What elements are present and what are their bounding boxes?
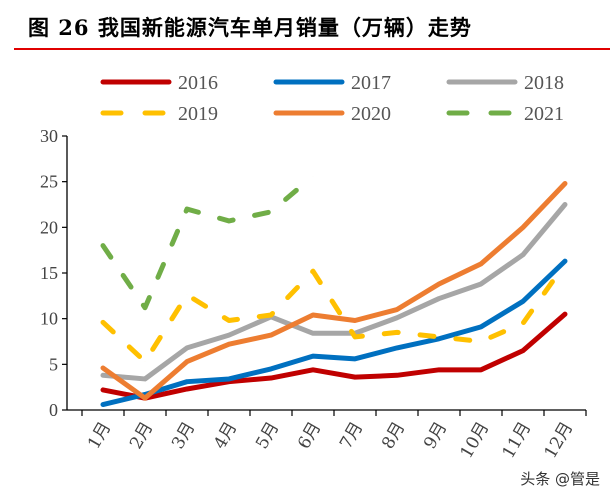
legend-label-2021: 2021	[524, 103, 564, 125]
x-tick-label: 3月	[168, 419, 199, 453]
x-tick-label: 6月	[294, 419, 325, 453]
series-line-2017	[100, 258, 568, 408]
x-tick-label: 8月	[378, 419, 409, 453]
chart-title: 图 26 我国新能源汽车单月销量（万辆）走势	[28, 15, 472, 40]
y-tick-label: 30	[40, 126, 58, 146]
series-line-2019	[100, 261, 568, 365]
title-divider	[14, 48, 610, 50]
x-tick-label: 11月	[499, 419, 536, 462]
x-tick-label: 4月	[210, 419, 241, 453]
legend-label-2019: 2019	[178, 103, 218, 125]
series-line-2020	[100, 180, 568, 401]
y-tick-label: 5	[49, 354, 58, 374]
y-tick-label: 15	[40, 263, 58, 283]
y-tick-label: 10	[40, 309, 58, 329]
legend-label-2017: 2017	[351, 72, 391, 94]
x-tick-label: 2月	[126, 419, 157, 453]
y-tick-label: 20	[40, 217, 58, 237]
series-line-2016	[100, 311, 568, 401]
series-line-2018	[100, 202, 568, 382]
x-tick-label: 9月	[420, 419, 451, 453]
y-tick-label: 25	[40, 172, 58, 192]
y-tick-label: 0	[49, 400, 58, 420]
legend-label-2020: 2020	[351, 103, 391, 125]
legend-label-2018: 2018	[524, 72, 564, 94]
x-tick-label: 10月	[457, 419, 494, 462]
x-tick-label: 12月	[541, 419, 578, 462]
x-tick-label: 5月	[252, 419, 283, 453]
series-line-2021	[100, 173, 316, 311]
x-tick-label: 1月	[84, 419, 115, 453]
x-tick-label: 7月	[336, 419, 367, 453]
legend-label-2016: 2016	[178, 72, 218, 94]
watermark: 头条 @管是	[520, 470, 600, 488]
